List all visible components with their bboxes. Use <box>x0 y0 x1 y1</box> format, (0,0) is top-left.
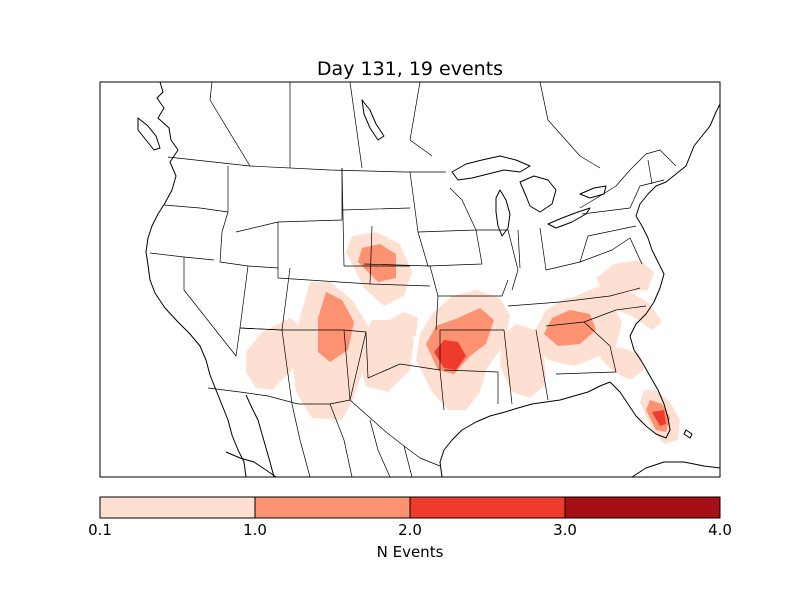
contour-fill <box>544 310 596 346</box>
colorbar-label: N Events <box>377 543 444 561</box>
event-cluster <box>600 346 644 380</box>
us-canada-border-east <box>579 149 677 209</box>
az-nm-border <box>239 327 351 405</box>
oklahoma-border <box>343 329 441 379</box>
vancouver-island <box>137 117 161 151</box>
cuba <box>631 461 720 477</box>
baja-coast <box>245 394 275 477</box>
nebraska-kansas-border <box>363 263 439 331</box>
idaho-border <box>219 166 279 269</box>
lake-ontario <box>579 185 607 199</box>
lake-erie <box>547 207 591 229</box>
event-cluster <box>292 282 372 420</box>
wisconsin-illinois-border <box>476 229 519 291</box>
carolinas-border <box>583 305 647 323</box>
pennsylvania-border <box>581 207 637 237</box>
gulf-coastline <box>439 381 611 477</box>
colorbar-segment <box>100 497 255 518</box>
colorbar: 0.1 1.0 2.0 3.0 4.0 N Events <box>88 496 732 561</box>
colorado-border <box>277 222 373 285</box>
arkansas-louisiana-border <box>443 369 499 404</box>
georgia-border <box>545 321 617 375</box>
colorbar-tick-label: 3.0 <box>553 521 577 539</box>
contour-fill <box>246 318 306 390</box>
dakotas-border <box>341 167 411 267</box>
mexico-states <box>291 403 413 477</box>
colorbar-segment <box>255 497 410 518</box>
west-coastline <box>145 82 247 477</box>
lake-michigan <box>495 189 511 237</box>
texas-border <box>349 331 445 411</box>
colorbar-segments <box>100 497 720 518</box>
contour-fill <box>600 346 644 380</box>
montana-wyoming-border <box>235 168 343 233</box>
chart-title: Day 131, 19 events <box>317 58 503 80</box>
atlantic-coastline <box>629 103 720 351</box>
indiana-ohio-border <box>517 227 589 271</box>
event-cluster <box>246 318 306 390</box>
wa-or-border <box>163 204 229 213</box>
coastlines <box>137 82 720 477</box>
canada-provinces <box>209 82 601 169</box>
colorbar-ticks: 0.1 1.0 2.0 3.0 4.0 <box>88 497 732 539</box>
event-cluster <box>530 294 622 366</box>
political-borders <box>149 82 677 477</box>
lake-huron <box>519 175 557 213</box>
event-cluster <box>346 232 412 306</box>
contour-fill <box>386 312 418 340</box>
virginia-border <box>579 237 643 265</box>
contour-fill <box>358 244 396 282</box>
mexico-pacific-coast <box>225 451 277 477</box>
event-cluster <box>386 312 418 340</box>
colorbar-segment <box>410 497 565 518</box>
contour-fill <box>652 410 666 426</box>
colorbar-segment <box>565 497 720 518</box>
nevada-border <box>183 257 241 357</box>
new-england-border <box>629 159 665 209</box>
map-frame <box>99 81 721 478</box>
colorbar-tick-label: 0.1 <box>88 521 112 539</box>
contour-fill <box>434 340 466 370</box>
event-cluster <box>416 290 510 410</box>
mississippi-alabama-border <box>503 329 549 405</box>
kentucky-tennessee-border <box>507 287 641 307</box>
lake-winnipeg <box>361 99 385 141</box>
us-canada-border <box>167 156 446 173</box>
contour-layer <box>246 232 680 444</box>
colorbar-tick-label: 4.0 <box>708 521 732 539</box>
map-panel <box>99 81 721 478</box>
bahamas <box>683 429 693 439</box>
event-cluster <box>640 390 680 444</box>
contour-fill <box>596 260 654 292</box>
colorbar-tick-label: 1.0 <box>243 521 267 539</box>
lake-superior <box>451 155 531 181</box>
colorbar-tick-label: 2.0 <box>398 521 422 539</box>
florida-peninsula <box>609 349 671 439</box>
missouri-arkansas-border <box>438 279 509 331</box>
iowa-missouri-border <box>417 229 483 267</box>
